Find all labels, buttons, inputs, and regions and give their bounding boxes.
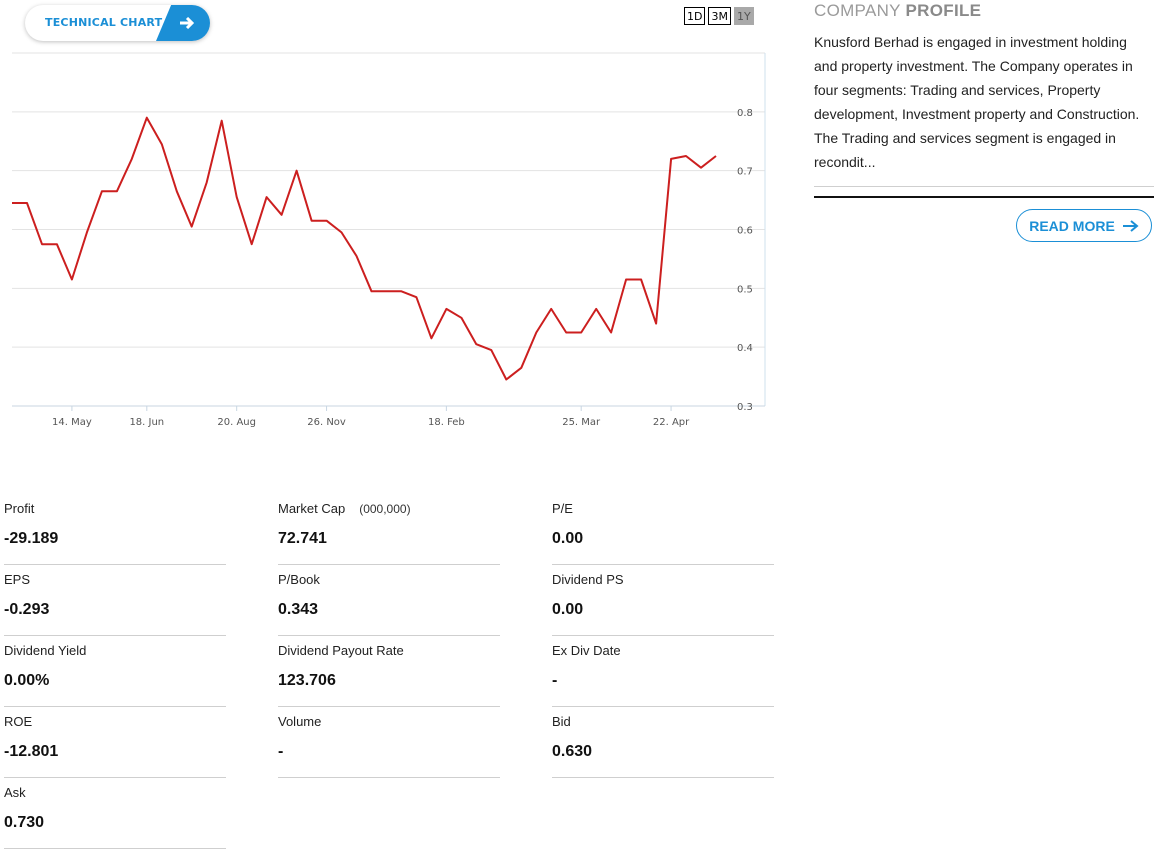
- divider: [552, 777, 774, 778]
- divider: [278, 564, 500, 565]
- stat-p-book: P/Book 0.343: [278, 570, 500, 636]
- divider: [4, 706, 226, 707]
- price-line-chart: 0.3 0.4 0.5 0.6 0.7 0.8 14. May 18. Jun 20. Aug 2…: [12, 52, 766, 428]
- stat-value: 0.00: [552, 530, 584, 547]
- range-button-1y[interactable]: 1Y: [733, 7, 754, 25]
- divider: [4, 848, 226, 849]
- stat-eps: EPS -0.293: [4, 570, 226, 636]
- stat-label: Profit: [4, 501, 35, 516]
- stat-value: 0.343: [278, 601, 319, 618]
- arrow-right-icon: [156, 5, 210, 41]
- x-tick-label: 20. Aug: [217, 417, 256, 428]
- divider: [552, 564, 774, 565]
- company-profile-text: Knusford Berhad is engaged in investment…: [814, 34, 1140, 170]
- stat-value: 72.741: [278, 530, 327, 547]
- stat-label: Ask: [4, 785, 26, 800]
- company-profile-title: COMPANY PROFILE: [814, 1, 981, 21]
- stat-label: Market Cap: [278, 501, 346, 516]
- stat-dividend-ps: Dividend PS 0.00: [552, 570, 774, 636]
- stat-label: Bid: [552, 714, 571, 729]
- profile-title-bold: PROFILE: [905, 1, 982, 20]
- divider: [278, 635, 500, 636]
- stat-profit: Profit -29.189: [4, 499, 226, 565]
- stat-value: 0.00%: [4, 672, 50, 689]
- divider: [278, 777, 500, 778]
- y-tick-label: 0.4: [737, 343, 753, 354]
- stat-ex-div-date: Ex Div Date -: [552, 641, 774, 707]
- divider: [552, 635, 774, 636]
- divider: [4, 564, 226, 565]
- stat-ask: Ask 0.730: [4, 783, 226, 849]
- read-more-label: READ MORE: [1029, 217, 1115, 234]
- x-tick-label: 18. Feb: [428, 417, 465, 428]
- stat-dividend-yield: Dividend Yield 0.00%: [4, 641, 226, 707]
- y-tick-label: 0.3: [737, 402, 753, 413]
- x-tick-label: 18. Jun: [129, 417, 164, 428]
- divider: [814, 196, 1154, 198]
- stat-value: 0.730: [4, 814, 45, 831]
- stat-label: Ex Div Date: [552, 643, 621, 658]
- stat-label: EPS: [4, 572, 31, 587]
- stat-label: ROE: [4, 714, 33, 729]
- stat-value: -29.189: [4, 530, 59, 547]
- stat-roe: ROE -12.801: [4, 712, 226, 778]
- stat-value: -12.801: [4, 743, 59, 760]
- x-tick-label: 25. Mar: [562, 417, 601, 428]
- stat-value: 123.706: [278, 672, 336, 689]
- stat-pe: P/E 0.00: [552, 499, 774, 565]
- range-selector: 1D 3M 1Y: [684, 7, 754, 25]
- stat-value: 0.630: [552, 743, 593, 760]
- stat-value: 0.00: [552, 601, 584, 618]
- divider: [4, 635, 226, 636]
- stat-label: Dividend Payout Rate: [278, 643, 404, 658]
- range-button-1d[interactable]: 1D: [684, 7, 706, 25]
- range-button-3m[interactable]: 3M: [708, 7, 731, 25]
- divider: [4, 777, 226, 778]
- stat-label: Dividend PS: [552, 572, 624, 587]
- stat-unit: (000,000): [359, 502, 411, 516]
- stat-value: -: [278, 743, 284, 760]
- technical-chart-button[interactable]: TECHNICAL CHART: [25, 5, 210, 41]
- divider: [278, 706, 500, 707]
- stat-value: -: [552, 672, 558, 689]
- x-tick-label: 22. Apr: [653, 417, 690, 428]
- technical-chart-label: TECHNICAL CHART: [45, 16, 163, 29]
- stat-volume: Volume -: [278, 712, 500, 778]
- y-tick-label: 0.7: [737, 167, 753, 178]
- arrow-right-icon: [1122, 219, 1139, 232]
- divider: [814, 186, 1154, 187]
- y-tick-label: 0.8: [737, 108, 753, 119]
- stat-label-row: Market Cap (000,000): [278, 499, 500, 519]
- profile-title-light: COMPANY: [814, 1, 906, 20]
- stat-market-cap: Market Cap (000,000) 72.741: [278, 499, 500, 565]
- y-tick-label: 0.5: [737, 284, 753, 295]
- x-tick-label: 26. Nov: [307, 417, 346, 428]
- price-series-line: [12, 116, 717, 381]
- stat-label: P/E: [552, 501, 573, 516]
- stat-label: P/Book: [278, 572, 320, 587]
- stat-label: Volume: [278, 714, 322, 729]
- stat-bid: Bid 0.630: [552, 712, 774, 778]
- x-tick-label: 14. May: [52, 417, 92, 428]
- stat-label: Dividend Yield: [4, 643, 87, 658]
- stat-value: -0.293: [4, 601, 50, 618]
- divider: [552, 706, 774, 707]
- y-tick-label: 0.6: [737, 226, 753, 237]
- read-more-button[interactable]: READ MORE: [1016, 209, 1152, 242]
- stat-dividend-payout-rate: Dividend Payout Rate 123.706: [278, 641, 500, 707]
